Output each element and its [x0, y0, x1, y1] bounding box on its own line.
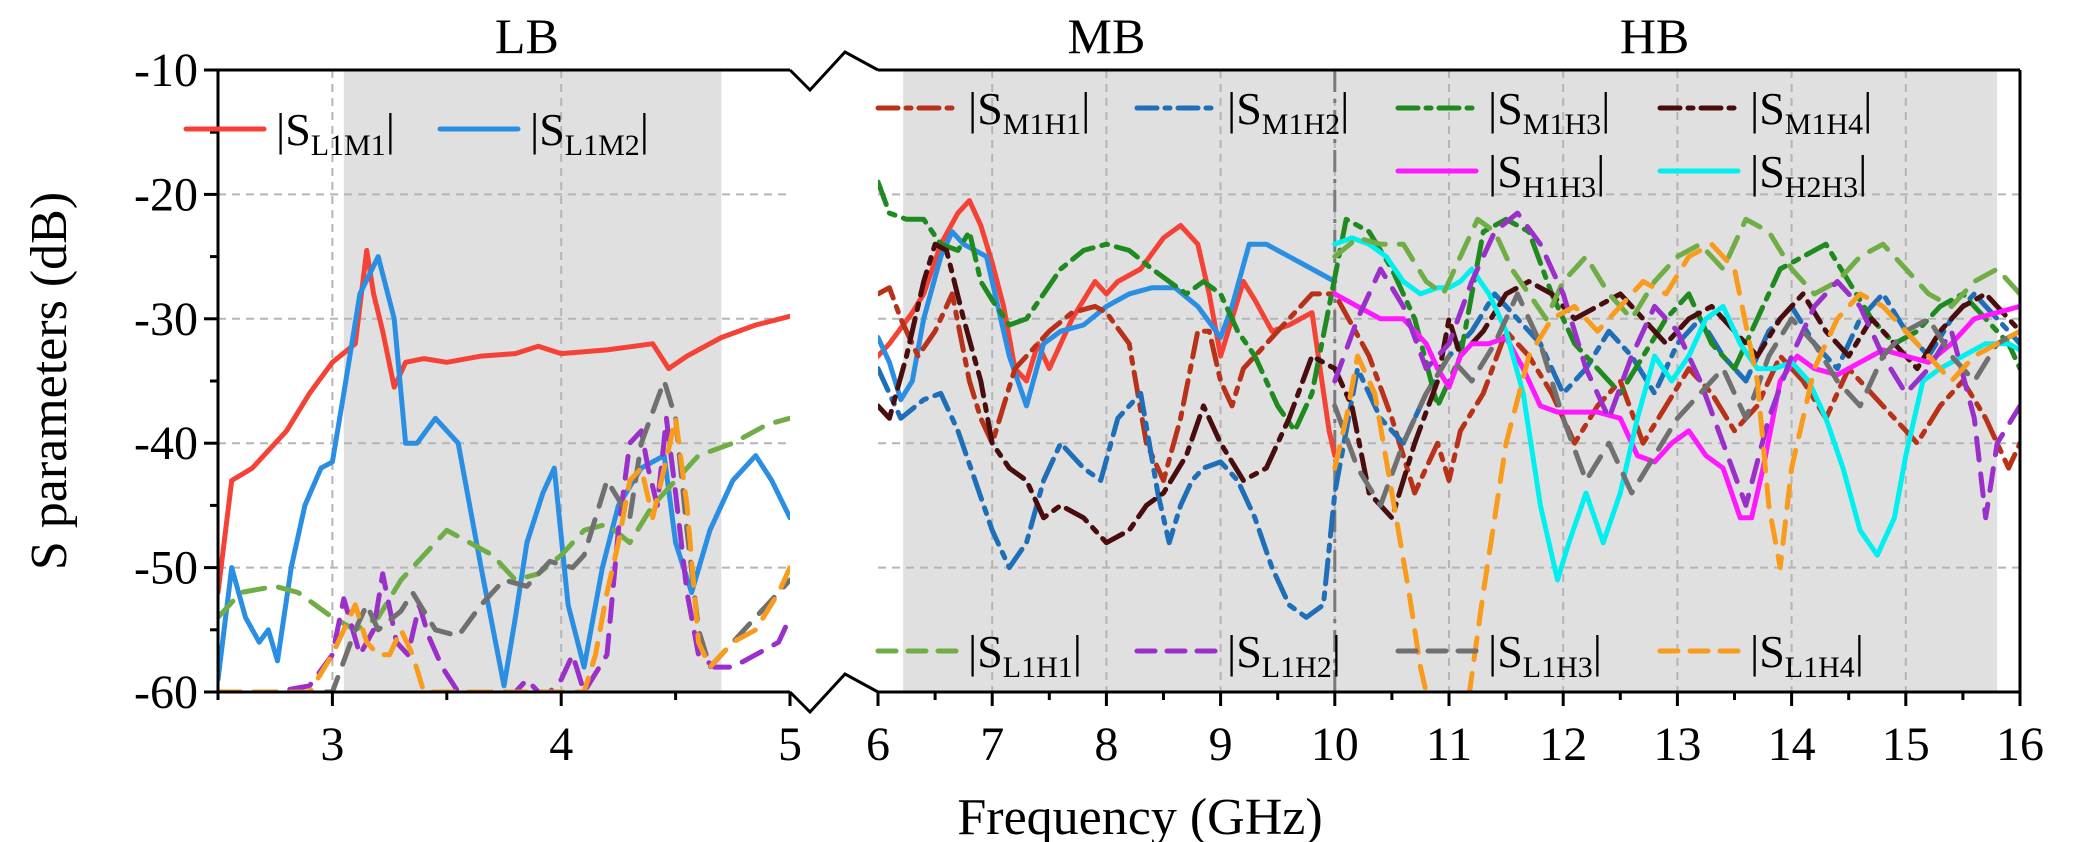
legend-label-l1h4: |SL1H4| — [1750, 626, 1864, 684]
shaded-band-0 — [343, 70, 722, 692]
series-line-s-l1h1-panel0 — [218, 415, 790, 633]
legend-label-l1m2: |SL1M2| — [530, 104, 649, 162]
series-line-s-l1h3-panel0 — [218, 378, 790, 692]
x-tick-label: 3 — [320, 718, 344, 771]
legend-label-m1h2: |SM1H2| — [1227, 83, 1349, 141]
x-tick-label: 6 — [866, 718, 890, 771]
series-line-s-l1m1-panel1 — [878, 198, 1338, 459]
legend-label-m1h1: |SM1H1| — [968, 83, 1090, 141]
legend-label-l1h2: |SL1H2| — [1227, 626, 1341, 684]
y-tick-label: -60 — [134, 666, 198, 719]
band-labels: LB MB HB — [495, 8, 1689, 64]
legend-label-l1h3: |SL1H3| — [1488, 626, 1602, 684]
series-line-s-m1h4-panel1 — [878, 241, 2020, 546]
y-tick-label: -40 — [134, 417, 198, 470]
band-label-lb: LB — [495, 8, 559, 64]
series-line-s-l1m2-panel1 — [878, 229, 1338, 409]
axis-break-bottom — [788, 672, 879, 715]
x-tick-label: 14 — [1768, 718, 1816, 771]
axis-break-top — [788, 50, 879, 93]
x-tick-label: 12 — [1539, 718, 1587, 771]
y-axis-label: S parameters (dB) — [21, 192, 78, 570]
y-tick-label: -50 — [134, 542, 198, 595]
x-tick-label: 9 — [1209, 718, 1233, 771]
x-tick-label: 15 — [1882, 718, 1930, 771]
x-tick-label: 4 — [549, 718, 573, 771]
x-tick-label: 8 — [1094, 718, 1118, 771]
series-line-s-l1h2-panel0 — [218, 415, 790, 692]
series-line-s-l1h4-panel1 — [1332, 241, 2020, 692]
band-label-hb: HB — [1620, 8, 1689, 64]
band-label-mb: MB — [1067, 8, 1145, 64]
series-line-s-m1h2-panel1 — [878, 291, 2020, 620]
legend-label-l1m1: |SL1M1| — [276, 104, 395, 162]
series-line-s-l1m1-panel0 — [218, 247, 790, 595]
series-line-s-l1m2-panel0 — [218, 254, 790, 689]
x-tick-label: 13 — [1653, 718, 1701, 771]
series-lines — [218, 179, 2020, 692]
legend-label-l1h1: |SL1H1| — [968, 626, 1082, 684]
legend-label-h2h3: |SH2H3| — [1750, 146, 1867, 204]
x-axis-label: Frequency (GHz) — [957, 789, 1322, 842]
y-tick-label: -20 — [134, 168, 198, 221]
x-tick-label: 10 — [1311, 718, 1359, 771]
series-line-s-l1h2-panel1 — [1332, 210, 2020, 521]
x-tick-label: 5 — [778, 718, 802, 771]
y-tick-label: -30 — [134, 293, 198, 346]
ticks: -10 -20 -30 -40 -50 -60 3 4 5 6 7 8 9 10 11 12 13 14 15 16 — [134, 44, 2044, 771]
series-line-s-m1h1-panel1 — [878, 285, 2020, 496]
legend-label-h1h3: |SH1H3| — [1488, 146, 1605, 204]
x-tick-label: 7 — [980, 718, 1004, 771]
x-tick-label: 11 — [1426, 718, 1472, 771]
y-tick-label: -10 — [134, 44, 198, 97]
legend-label-m1h4: |SM1H4| — [1750, 83, 1872, 141]
x-tick-label: 16 — [1996, 718, 2044, 771]
legend-label-m1h3: |SM1H3| — [1488, 83, 1610, 141]
legend: |SL1M1| |SL1M2| |SL1H1| |SL1H2| |SL1H3| |SL1H… — [183, 83, 1872, 684]
series-line-s-l1h4-panel0 — [218, 415, 790, 692]
series-line-s-l1h1-panel1 — [1332, 216, 2020, 322]
